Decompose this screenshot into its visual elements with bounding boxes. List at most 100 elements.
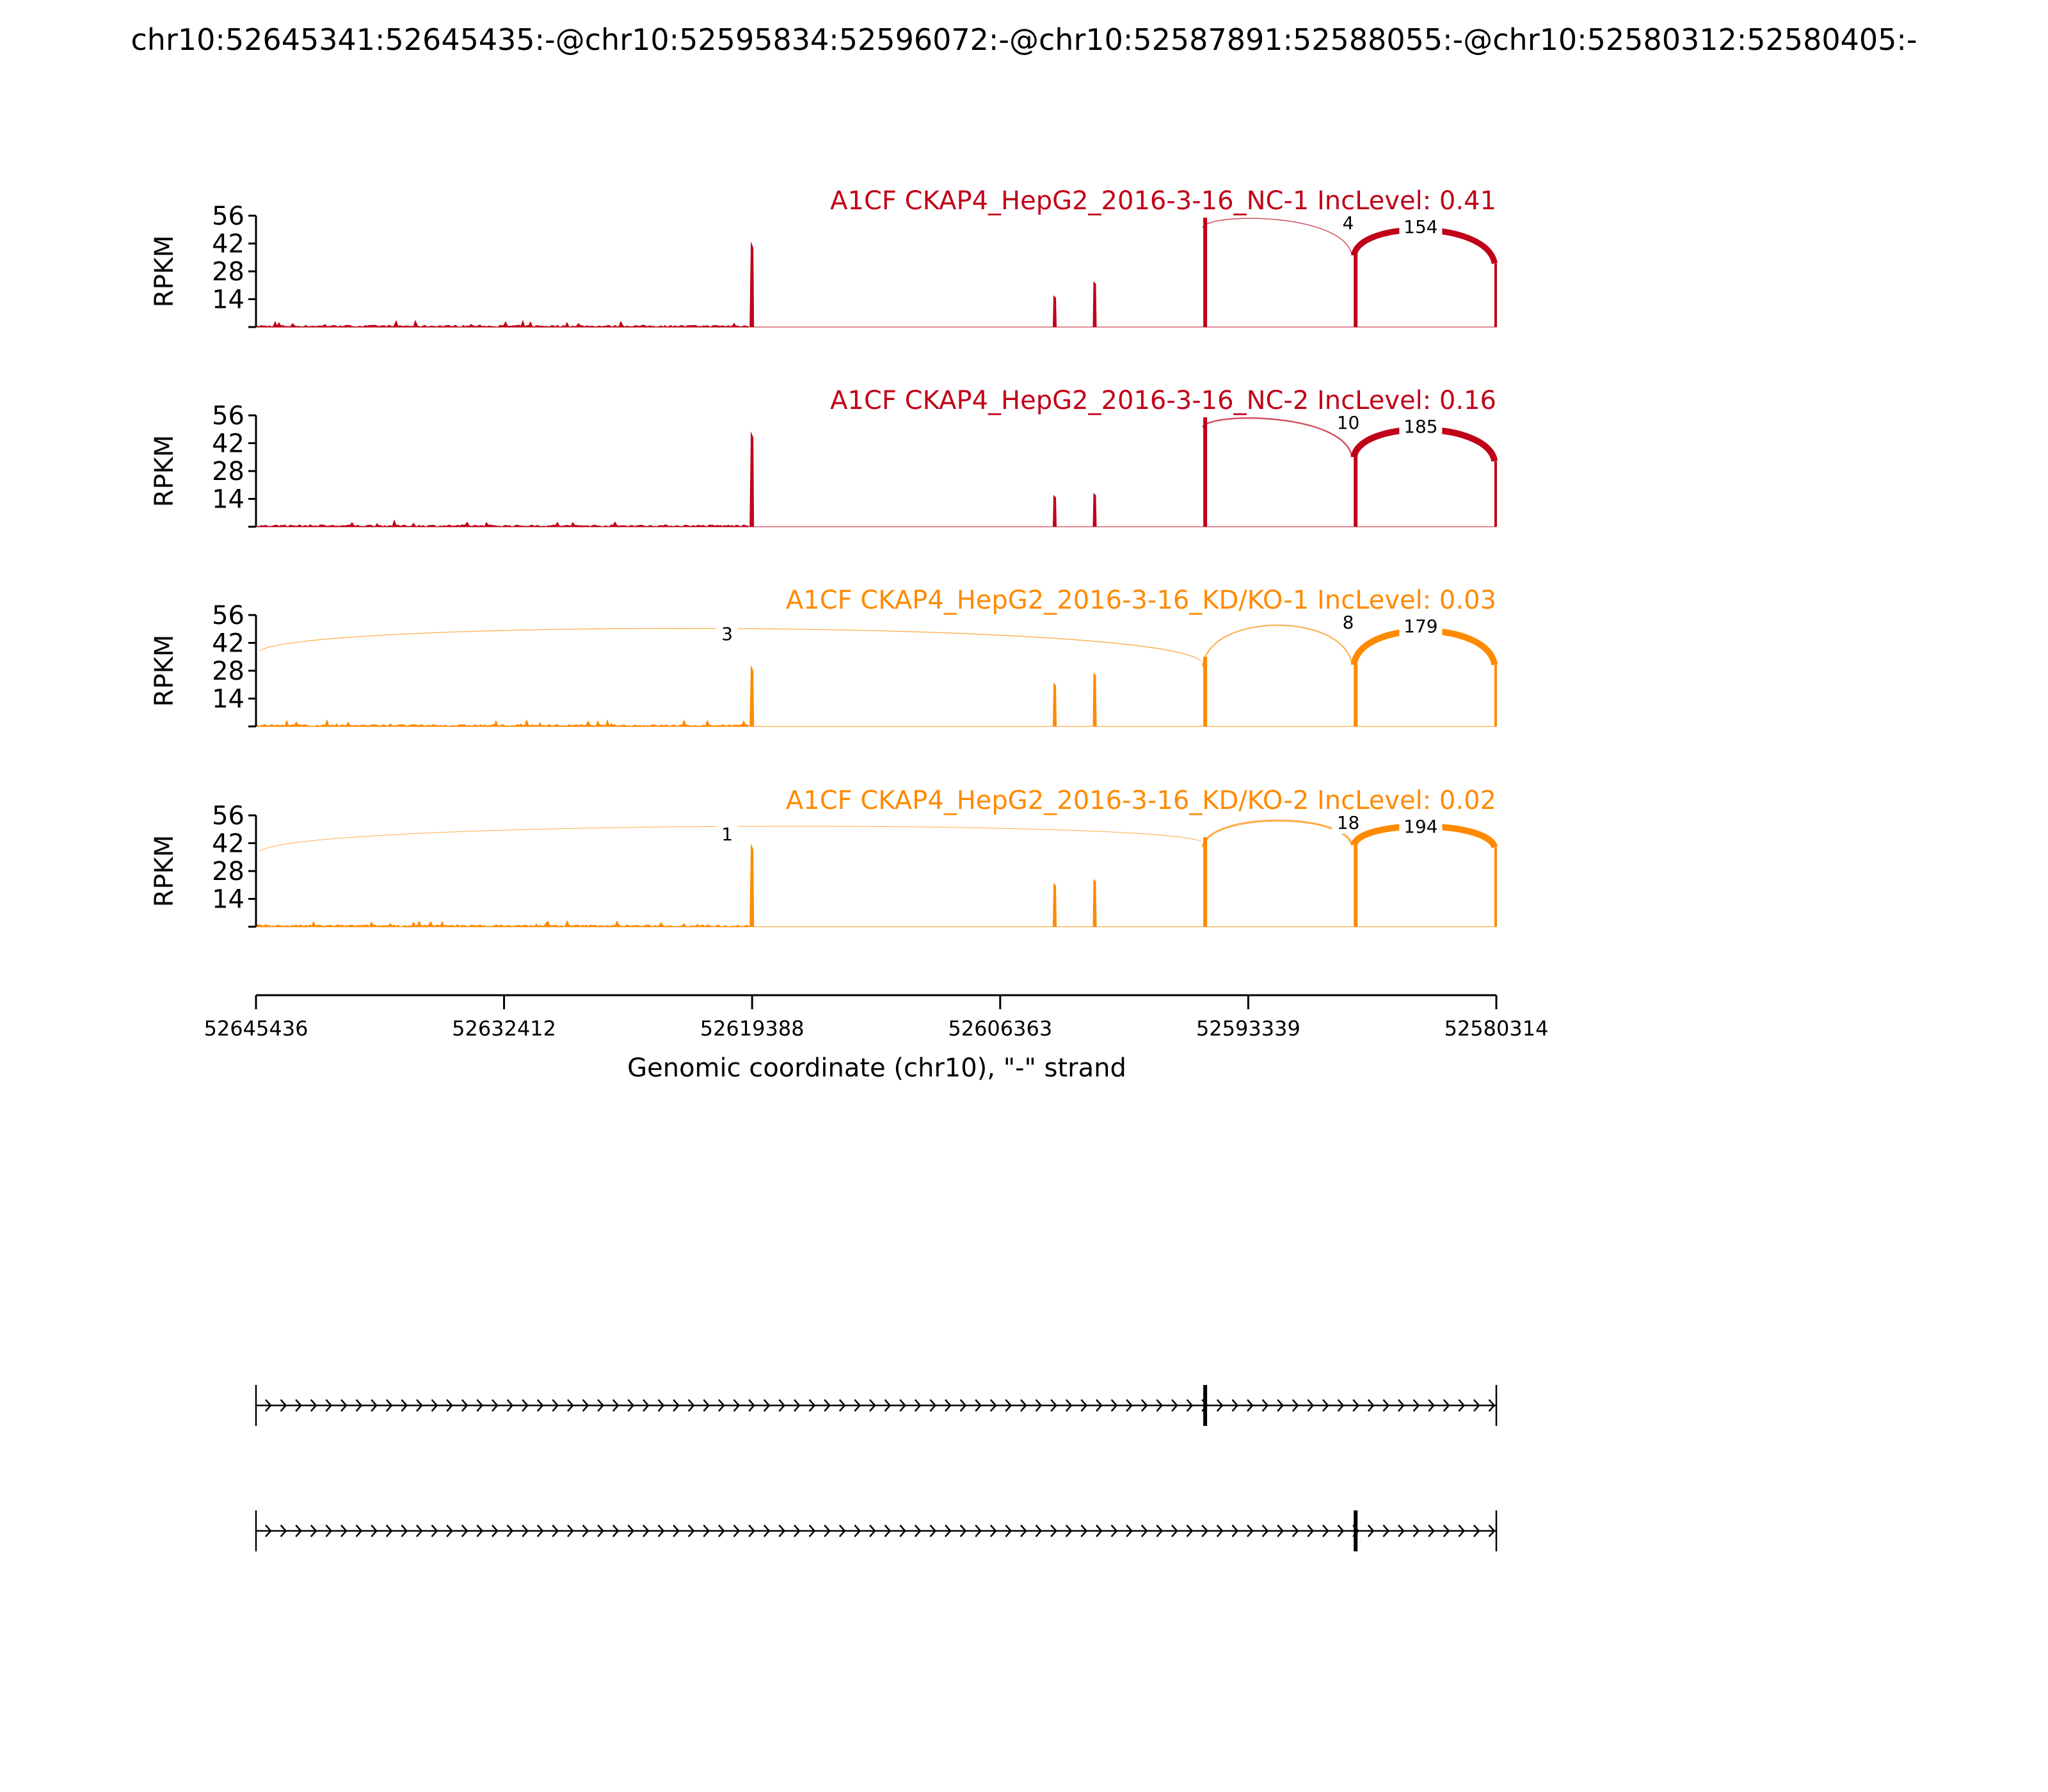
strand-arrow: [1110, 1524, 1118, 1537]
strand-arrow: [1307, 1399, 1315, 1412]
strand-arrow: [582, 1399, 589, 1412]
strand-arrow: [1140, 1399, 1148, 1412]
panel-title: A1CF CKAP4_HepG2_2016-3-16_KD/KO-2 IncLe…: [786, 786, 1496, 815]
strand-arrow: [959, 1399, 967, 1412]
exon-peak: [1354, 660, 1358, 726]
strand-arrow: [401, 1399, 408, 1412]
exon-peak: [1052, 883, 1057, 927]
x-axis: 52645436 52632412 52619388 52606363 52593339…: [204, 994, 1548, 1083]
strand-arrow: [945, 1524, 952, 1537]
exon-peak: [1052, 495, 1057, 527]
strand-arrow: [627, 1399, 635, 1412]
strand-arrow: [869, 1524, 876, 1537]
strand-arrow: [1443, 1524, 1450, 1537]
coverage-noise: [255, 719, 749, 727]
coverage-noise: [255, 519, 750, 527]
skipping-isoform: [255, 1510, 1498, 1551]
strand-arrow: [1065, 1524, 1073, 1537]
strand-arrow: [703, 1524, 710, 1537]
exon-peak: [1092, 673, 1097, 726]
y-tick-label: 56: [212, 801, 244, 831]
strand-arrow: [1488, 1399, 1496, 1412]
strand-arrow: [748, 1399, 755, 1412]
strand-arrow: [522, 1399, 529, 1412]
strand-arrow: [612, 1399, 620, 1412]
strand-arrow: [1050, 1524, 1057, 1537]
x-axis-label: Genomic coordinate (chr10), "-" strand: [627, 1053, 1126, 1083]
strand-arrow: [1110, 1399, 1118, 1412]
strand-arrow: [687, 1399, 695, 1412]
strand-arrow: [340, 1399, 348, 1412]
strand-arrow: [1156, 1524, 1164, 1537]
strand-arrow: [808, 1524, 816, 1537]
strand-arrow: [1201, 1524, 1208, 1537]
strand-arrow: [385, 1524, 393, 1537]
y-axis-label: RPKM: [150, 236, 179, 308]
strand-arrow: [1337, 1524, 1345, 1537]
strand-arrow: [1367, 1399, 1375, 1412]
strand-arrow: [1080, 1524, 1088, 1537]
strand-arrow: [552, 1524, 559, 1537]
strand-arrow: [657, 1399, 665, 1412]
junction-label-box: [1399, 414, 1443, 438]
strand-arrow: [1412, 1399, 1420, 1412]
strand-arrow: [929, 1524, 937, 1537]
y-tick-label: 28: [212, 657, 244, 686]
junction-label: 185: [1404, 416, 1437, 437]
exon-peak: [1494, 847, 1497, 927]
strand-arrow: [778, 1399, 786, 1412]
y-axis-label: RPKM: [150, 635, 179, 707]
strand-arrow: [703, 1399, 710, 1412]
junction-arc: [1202, 624, 1353, 667]
strand-arrow: [1307, 1524, 1315, 1537]
exon-peak: [1354, 251, 1358, 327]
strand-arrow: [1488, 1524, 1496, 1537]
strand-arrow: [461, 1399, 468, 1412]
strand-arrow: [1171, 1524, 1178, 1537]
junction-label: 10: [1337, 412, 1360, 433]
strand-arrow: [536, 1524, 544, 1537]
strand-arrow: [657, 1524, 665, 1537]
exon-peak: [1092, 281, 1097, 327]
y-tick-label: 14: [212, 485, 244, 515]
strand-arrow: [280, 1399, 287, 1412]
strand-arrow: [824, 1399, 831, 1412]
junction-label: 194: [1404, 816, 1437, 837]
strand-arrow: [1126, 1524, 1133, 1537]
strand-arrow: [718, 1399, 725, 1412]
strand-arrow: [748, 1524, 755, 1537]
strand-arrow: [340, 1524, 348, 1537]
strand-arrow: [325, 1524, 333, 1537]
x-tick-label: 52619388: [700, 1016, 804, 1041]
strand-arrow: [1216, 1524, 1224, 1537]
junction-label-box: [1332, 410, 1364, 434]
junction-label-box: [1332, 810, 1364, 834]
exon-peak: [1203, 417, 1208, 527]
exon-peak: [1494, 664, 1497, 726]
strand-arrow: [989, 1524, 997, 1537]
strand-arrow: [838, 1524, 846, 1537]
strand-arrow: [824, 1524, 831, 1537]
strand-arrow: [597, 1399, 604, 1412]
strand-arrow: [1186, 1399, 1194, 1412]
y-tick-label: 28: [212, 257, 244, 287]
strand-arrow: [1352, 1399, 1359, 1412]
panel-title: A1CF CKAP4_HepG2_2016-3-16_NC-1 IncLevel…: [830, 186, 1496, 216]
strand-arrow: [582, 1524, 589, 1537]
strand-arrow: [1096, 1399, 1103, 1412]
junction-label-box: [716, 822, 738, 845]
strand-arrow: [899, 1524, 906, 1537]
strand-arrow: [476, 1399, 484, 1412]
junction-label-box: [1338, 610, 1359, 634]
exon-peak: [1203, 837, 1208, 927]
strand-arrow: [506, 1524, 514, 1537]
y-tick-label: 42: [212, 429, 244, 459]
exon-peak: [1092, 879, 1097, 927]
junction-label: 3: [721, 623, 733, 644]
strand-arrow: [612, 1524, 620, 1537]
strand-arrow: [280, 1524, 287, 1537]
strand-arrow: [975, 1399, 982, 1412]
strand-arrow: [733, 1524, 740, 1537]
y-tick-label: 56: [212, 202, 244, 231]
